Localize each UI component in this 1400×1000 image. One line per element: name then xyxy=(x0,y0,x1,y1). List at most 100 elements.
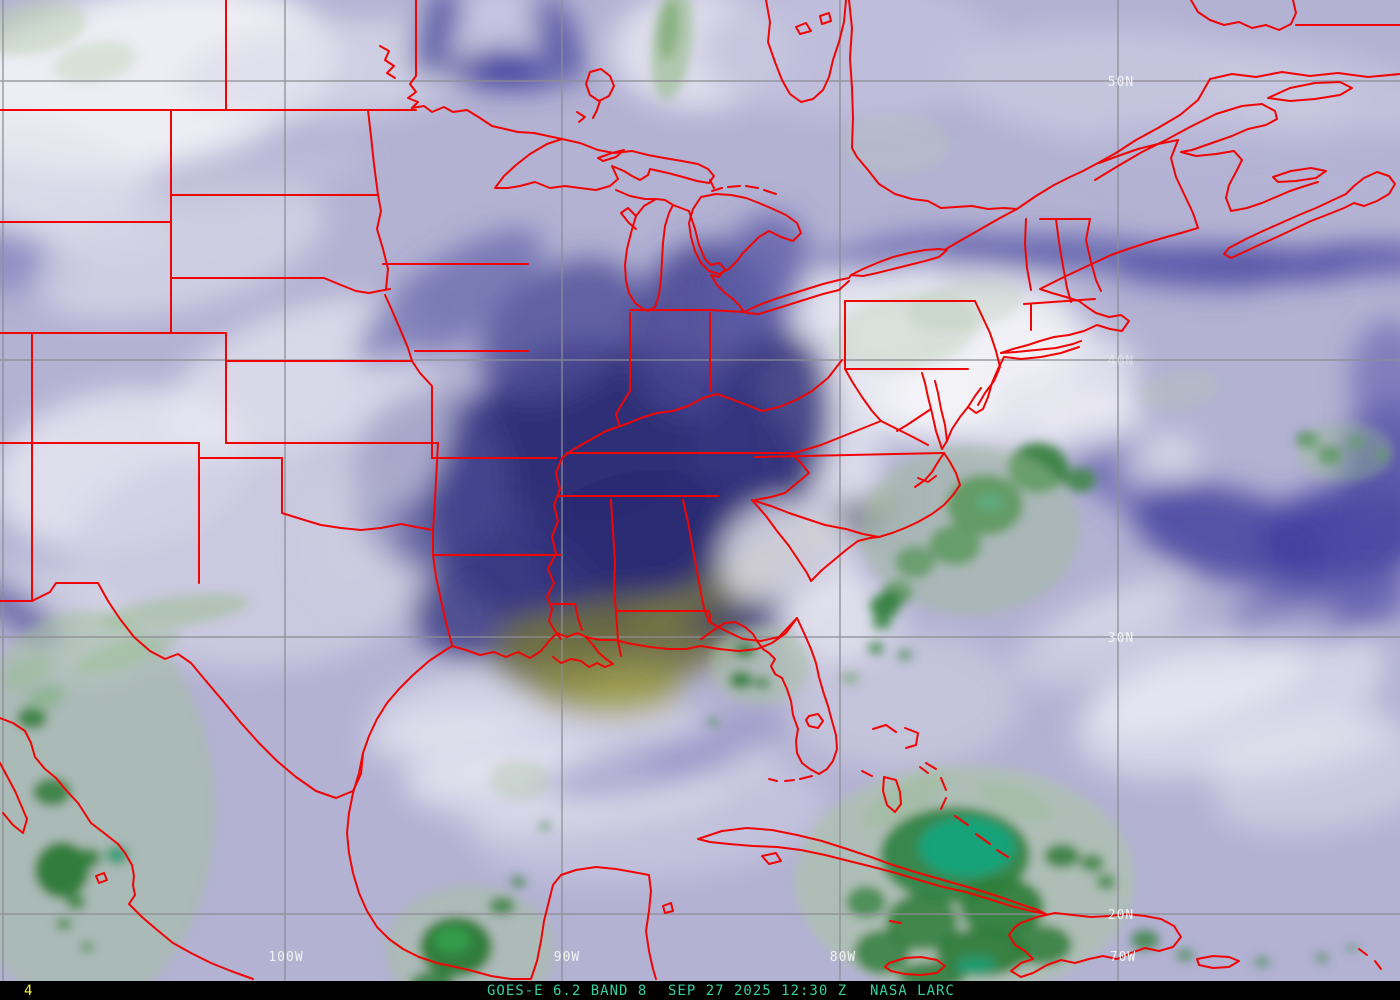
border-line xyxy=(872,724,897,733)
border-line xyxy=(850,248,948,277)
frame-number: 4 xyxy=(24,983,34,999)
border-line xyxy=(662,902,674,914)
border-line xyxy=(751,499,812,582)
border-line xyxy=(709,309,745,313)
grid-label: 80W xyxy=(830,950,856,965)
border-line xyxy=(585,68,615,102)
product-label: GOES-E 6.2 BAND 8 xyxy=(487,983,648,999)
border-line xyxy=(1008,912,1182,978)
border-line xyxy=(1024,218,1032,291)
border-line xyxy=(451,632,614,668)
border-line xyxy=(170,277,391,294)
border-line xyxy=(597,149,625,162)
credit-label: NASA LARC xyxy=(870,983,955,999)
border-line xyxy=(620,207,637,230)
border-line xyxy=(281,457,434,531)
border-line xyxy=(672,204,690,212)
border-line xyxy=(844,368,929,446)
border-line xyxy=(882,776,902,813)
border-line xyxy=(362,645,453,754)
border-line xyxy=(682,499,710,623)
border-line xyxy=(810,452,961,582)
border-line xyxy=(688,193,802,275)
border-line xyxy=(940,777,947,791)
border-line xyxy=(763,189,777,195)
border-line xyxy=(576,111,586,123)
grid-label: 20N xyxy=(1108,908,1134,923)
border-line xyxy=(709,179,715,189)
border-line xyxy=(1358,948,1368,956)
border-line xyxy=(751,499,880,538)
border-line xyxy=(754,452,810,501)
border-line xyxy=(919,766,929,774)
grid-label: 30N xyxy=(1108,631,1134,646)
border-line xyxy=(799,775,813,780)
border-line xyxy=(0,717,254,980)
border-line xyxy=(921,372,943,450)
border-line xyxy=(1272,167,1327,183)
border-line xyxy=(530,866,657,980)
border-line xyxy=(1230,181,1319,212)
border-line xyxy=(1055,218,1072,303)
border-line xyxy=(551,603,583,631)
border-line xyxy=(743,277,850,313)
border-line xyxy=(765,0,847,103)
border-line xyxy=(31,582,99,602)
border-line xyxy=(346,752,532,980)
border-line xyxy=(1000,340,1082,354)
grid-label: 90W xyxy=(554,950,580,965)
border-line xyxy=(745,185,759,189)
border-line xyxy=(1094,103,1278,212)
border-line xyxy=(889,920,902,924)
border-line xyxy=(996,849,1009,858)
grid-label: 50N xyxy=(1108,75,1134,90)
border-line xyxy=(1374,960,1382,970)
border-line xyxy=(1267,81,1353,102)
border-line xyxy=(411,360,433,459)
border-line xyxy=(494,138,715,191)
border-line xyxy=(727,185,741,188)
border-line xyxy=(904,727,919,749)
border-line xyxy=(1190,0,1297,31)
border-line xyxy=(1000,227,1199,354)
grid-label: 40N xyxy=(1108,354,1134,369)
border-line xyxy=(745,280,850,315)
border-line xyxy=(376,194,389,290)
border-line xyxy=(934,380,948,442)
border-line xyxy=(97,582,364,799)
border-line xyxy=(754,452,945,458)
border-line xyxy=(917,475,937,483)
border-line xyxy=(1023,298,1096,305)
border-line xyxy=(432,442,453,646)
border-line xyxy=(819,12,832,25)
border-line xyxy=(367,109,379,196)
border-line xyxy=(546,457,563,640)
border-line xyxy=(688,210,745,313)
border-line xyxy=(914,452,945,488)
border-line xyxy=(95,872,108,884)
border-line xyxy=(954,815,969,826)
border-line xyxy=(761,852,782,865)
border-line xyxy=(805,713,824,729)
border-line xyxy=(1170,139,1199,229)
border-line xyxy=(967,356,1005,414)
border-line xyxy=(790,420,882,455)
border-line xyxy=(384,294,413,362)
border-line xyxy=(592,100,601,119)
border-line xyxy=(941,406,969,450)
border-line xyxy=(407,75,563,140)
border-line xyxy=(975,833,991,845)
border-line xyxy=(700,621,820,775)
border-line xyxy=(861,770,873,777)
caption-bar: 4 GOES-E 6.2 BAND 8 SEP 27 2025 12:30 Z … xyxy=(0,981,1400,1000)
border-line xyxy=(848,0,1018,210)
border-line xyxy=(1098,139,1179,164)
grid-label: 70W xyxy=(1110,950,1136,965)
border-line xyxy=(615,189,657,200)
border-line xyxy=(711,187,723,192)
